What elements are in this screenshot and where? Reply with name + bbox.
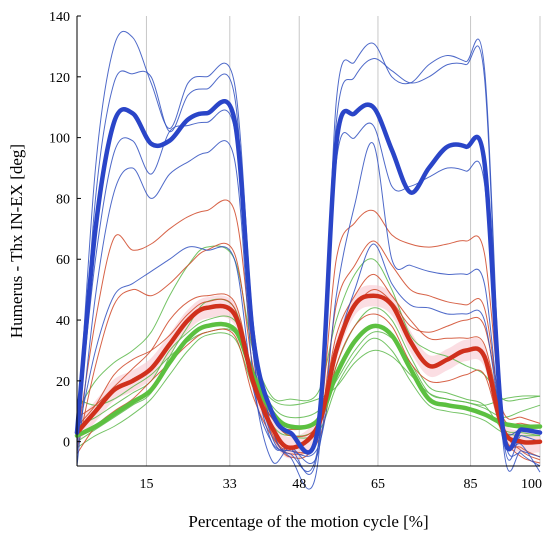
y-axis-label: Humerus - Thx IN-EX [deg] <box>7 144 26 338</box>
x-axis-label: Percentage of the motion cycle [%] <box>188 512 428 531</box>
y-tick-label-100: 100 <box>49 132 70 147</box>
x-tick-label-15: 15 <box>139 477 153 492</box>
x-tick-label-85: 85 <box>464 477 478 492</box>
x-tick-label-65: 65 <box>371 477 385 492</box>
tick-labels: 0 20 40 60 80 100 120 140 15 33 48 65 85 100 <box>49 10 542 492</box>
x-tick-label-48: 48 <box>292 477 306 492</box>
y-tick-label-80: 80 <box>56 192 70 207</box>
blue-trial-line-4 <box>76 140 541 473</box>
y-tick-label-120: 120 <box>49 71 70 86</box>
vertical-gridlines <box>145 16 541 466</box>
red-trial-line-10 <box>76 313 541 464</box>
series-lines <box>74 30 543 490</box>
green-trial-line-17 <box>76 328 541 406</box>
axes <box>76 15 540 467</box>
y-tick-label-40: 40 <box>56 314 70 329</box>
y-tick-label-0: 0 <box>63 436 70 451</box>
green-trial-line-13 <box>76 245 541 412</box>
y-tick-label-60: 60 <box>56 253 70 268</box>
y-tick-label-20: 20 <box>56 375 70 390</box>
blue-trial-line-5 <box>76 243 541 457</box>
y-tick-label-140: 140 <box>49 10 70 25</box>
blue-mean-line <box>74 99 543 455</box>
x-tick-label-100: 100 <box>521 477 542 492</box>
x-tick-label-33: 33 <box>223 477 237 492</box>
